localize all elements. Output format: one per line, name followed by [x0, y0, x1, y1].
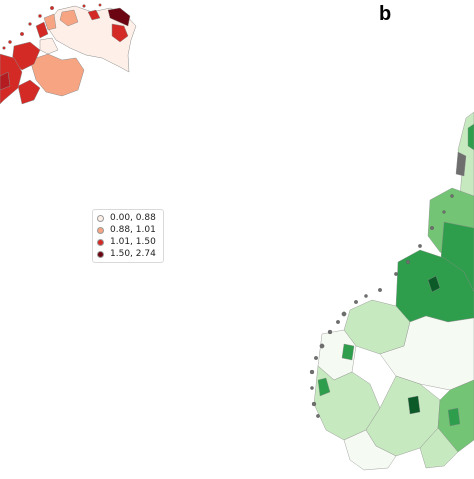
region-strip-dark: [467, 123, 474, 151]
coast-islands-south: [309, 194, 454, 418]
legend-label: 0.88, 1.01: [110, 225, 156, 235]
region-south-dark: [407, 395, 421, 415]
region-troms-dark: [0, 71, 11, 91]
region-troms-red-3: [17, 79, 41, 105]
region-ne-red: [111, 23, 129, 43]
map-south-green: [313, 111, 474, 471]
legend-label: 1.50, 2.74: [110, 249, 156, 259]
legend-item: 1.50, 2.74: [97, 248, 156, 260]
region-n-salmon-2: [43, 13, 57, 31]
legend-swatch: [97, 214, 104, 222]
region-south-white: [343, 429, 397, 471]
region-west-dark: [341, 343, 355, 361]
region-n-salmon-1: [59, 9, 79, 27]
region-se-light: [419, 427, 459, 469]
region-n-red-2: [35, 21, 49, 39]
legend-item: 0.88, 1.01: [97, 224, 156, 236]
legend-item: 1.01, 1.50: [97, 236, 156, 248]
map-north-red: [0, 5, 137, 105]
legend-swatch: [97, 238, 104, 246]
legend-swatch: [97, 226, 104, 234]
region-central-dark: [427, 275, 441, 293]
region-troms-salmon: [29, 53, 85, 97]
region-ne-dark: [107, 7, 131, 27]
coast-islands-north: [2, 3, 102, 50]
region-n-red-small: [87, 9, 101, 21]
legend-swatch: [97, 250, 104, 258]
legend-label: 1.01, 1.50: [110, 237, 156, 247]
legend: 0.00, 0.88 0.88, 1.01 1.01, 1.50 1.50, 2…: [92, 209, 164, 263]
region-sw-dark: [317, 377, 331, 397]
region-troms-light: [39, 37, 59, 55]
region-troms-red-2: [0, 53, 23, 105]
legend-item: 0.00, 0.88: [97, 212, 156, 224]
region-strip-gray: [455, 151, 467, 177]
region-se-dark: [447, 407, 461, 427]
panel-label: b: [379, 3, 392, 25]
legend-label: 0.00, 0.88: [110, 213, 156, 223]
